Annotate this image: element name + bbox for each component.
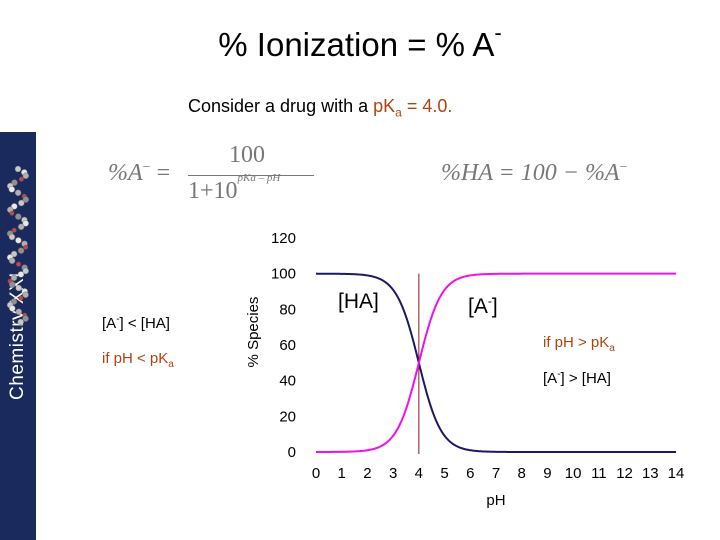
rhs-text: %HA = 100 − %A: [441, 160, 620, 186]
x-tick-label: 1: [338, 465, 346, 482]
x-tick-label: 3: [389, 465, 397, 482]
title-text: % Ionization = % A: [218, 26, 495, 63]
y-tick-label: 0: [288, 444, 296, 461]
note-right-ratio-b: ] > [HA]: [560, 370, 611, 387]
x-tick-label: 8: [518, 465, 526, 482]
note-left-condition: if pH < pKa: [102, 350, 174, 370]
x-tick-label: 11: [591, 465, 607, 482]
y-tick-label: 20: [279, 408, 296, 425]
denominator-exponent: pKa – pH: [237, 172, 281, 184]
y-tick-label: 100: [271, 266, 296, 283]
rhs-sup: −: [619, 160, 628, 175]
note-left-ratio-a: [A: [102, 315, 117, 332]
y-tick-label: 60: [279, 337, 296, 354]
x-tick-label: 10: [565, 465, 582, 482]
lhs-symbol: %A: [108, 160, 143, 186]
note-right-ratio-a: [A: [543, 370, 558, 387]
slide-subtitle: Consider a drug with a pKa = 4.0.: [188, 96, 452, 120]
denominator-base: 1+10: [188, 178, 238, 204]
fraction-bar: [188, 175, 314, 176]
x-tick-label: 12: [616, 465, 633, 482]
y-axis-label: % Species: [245, 297, 262, 368]
note-left-condition-text: if pH < pK: [102, 350, 169, 367]
equation-numerator: 100: [229, 142, 265, 168]
x-tick-label: 5: [440, 465, 448, 482]
subtitle-pka: pKa = 4.0.: [373, 96, 453, 120]
series-label-a-base: [A: [468, 295, 488, 318]
x-tick-label: 2: [363, 465, 371, 482]
series-label-a-close: ]: [492, 295, 498, 318]
x-tick-label: 0: [312, 465, 320, 482]
molecule-decoration-icon: [6, 165, 29, 325]
series-label-a-sup: -: [488, 294, 492, 308]
note-right-condition: if pH > pKa: [543, 334, 615, 354]
equation-ionization-lhs: %A− =: [108, 160, 170, 187]
note-right-condition-text: if pH > pK: [543, 334, 610, 351]
series-ha-line: [315, 272, 676, 453]
y-tick-label: 40: [279, 373, 296, 390]
series-label-ha: [HA]: [338, 290, 379, 313]
slide-title: % Ionization = % A-: [0, 20, 720, 64]
x-tick-label: 6: [466, 465, 474, 482]
note-right-ratio: [A-] > [HA]: [543, 369, 611, 387]
series-a-line: [316, 272, 676, 453]
side-band: [0, 132, 36, 540]
subtitle-text: Consider a drug with a: [188, 96, 374, 116]
note-left-condition-sub: a: [168, 359, 174, 370]
note-right-ratio-sup: -: [557, 369, 561, 380]
series-label-a: [A-]: [468, 294, 498, 318]
x-tick-label: 7: [492, 465, 500, 482]
equation-ha: %HA = 100 − %A−: [441, 160, 628, 187]
x-axis-label: pH: [486, 492, 505, 509]
equation-denominator: 1+10pKa – pH: [188, 172, 280, 205]
note-right-condition-sub: a: [609, 343, 615, 354]
y-tick-label: 120: [271, 230, 296, 247]
lhs-equals: =: [150, 160, 171, 186]
y-tick-label: 80: [279, 301, 296, 318]
x-tick-label: 13: [642, 465, 659, 482]
pka-subscript: a: [395, 105, 402, 120]
x-tick-labels: 0 1 2 3 4 5 6 7 8 9 10 11 12 13 14: [312, 465, 685, 482]
note-left-ratio-b: ] < [HA]: [119, 315, 170, 332]
pka-value: = 4.0.: [401, 96, 453, 116]
note-left-ratio-sup: -: [116, 314, 120, 325]
lhs-sup: −: [142, 160, 151, 175]
title-superscript: -: [494, 20, 502, 45]
y-tick-labels: 0 20 40 60 80 100 120: [271, 230, 296, 461]
x-tick-label: 9: [543, 465, 551, 482]
x-tick-label: 4: [415, 465, 423, 482]
x-tick-label: 14: [668, 465, 685, 482]
note-left-ratio: [A-] < [HA]: [102, 314, 170, 332]
pka-label: pK: [373, 96, 396, 116]
